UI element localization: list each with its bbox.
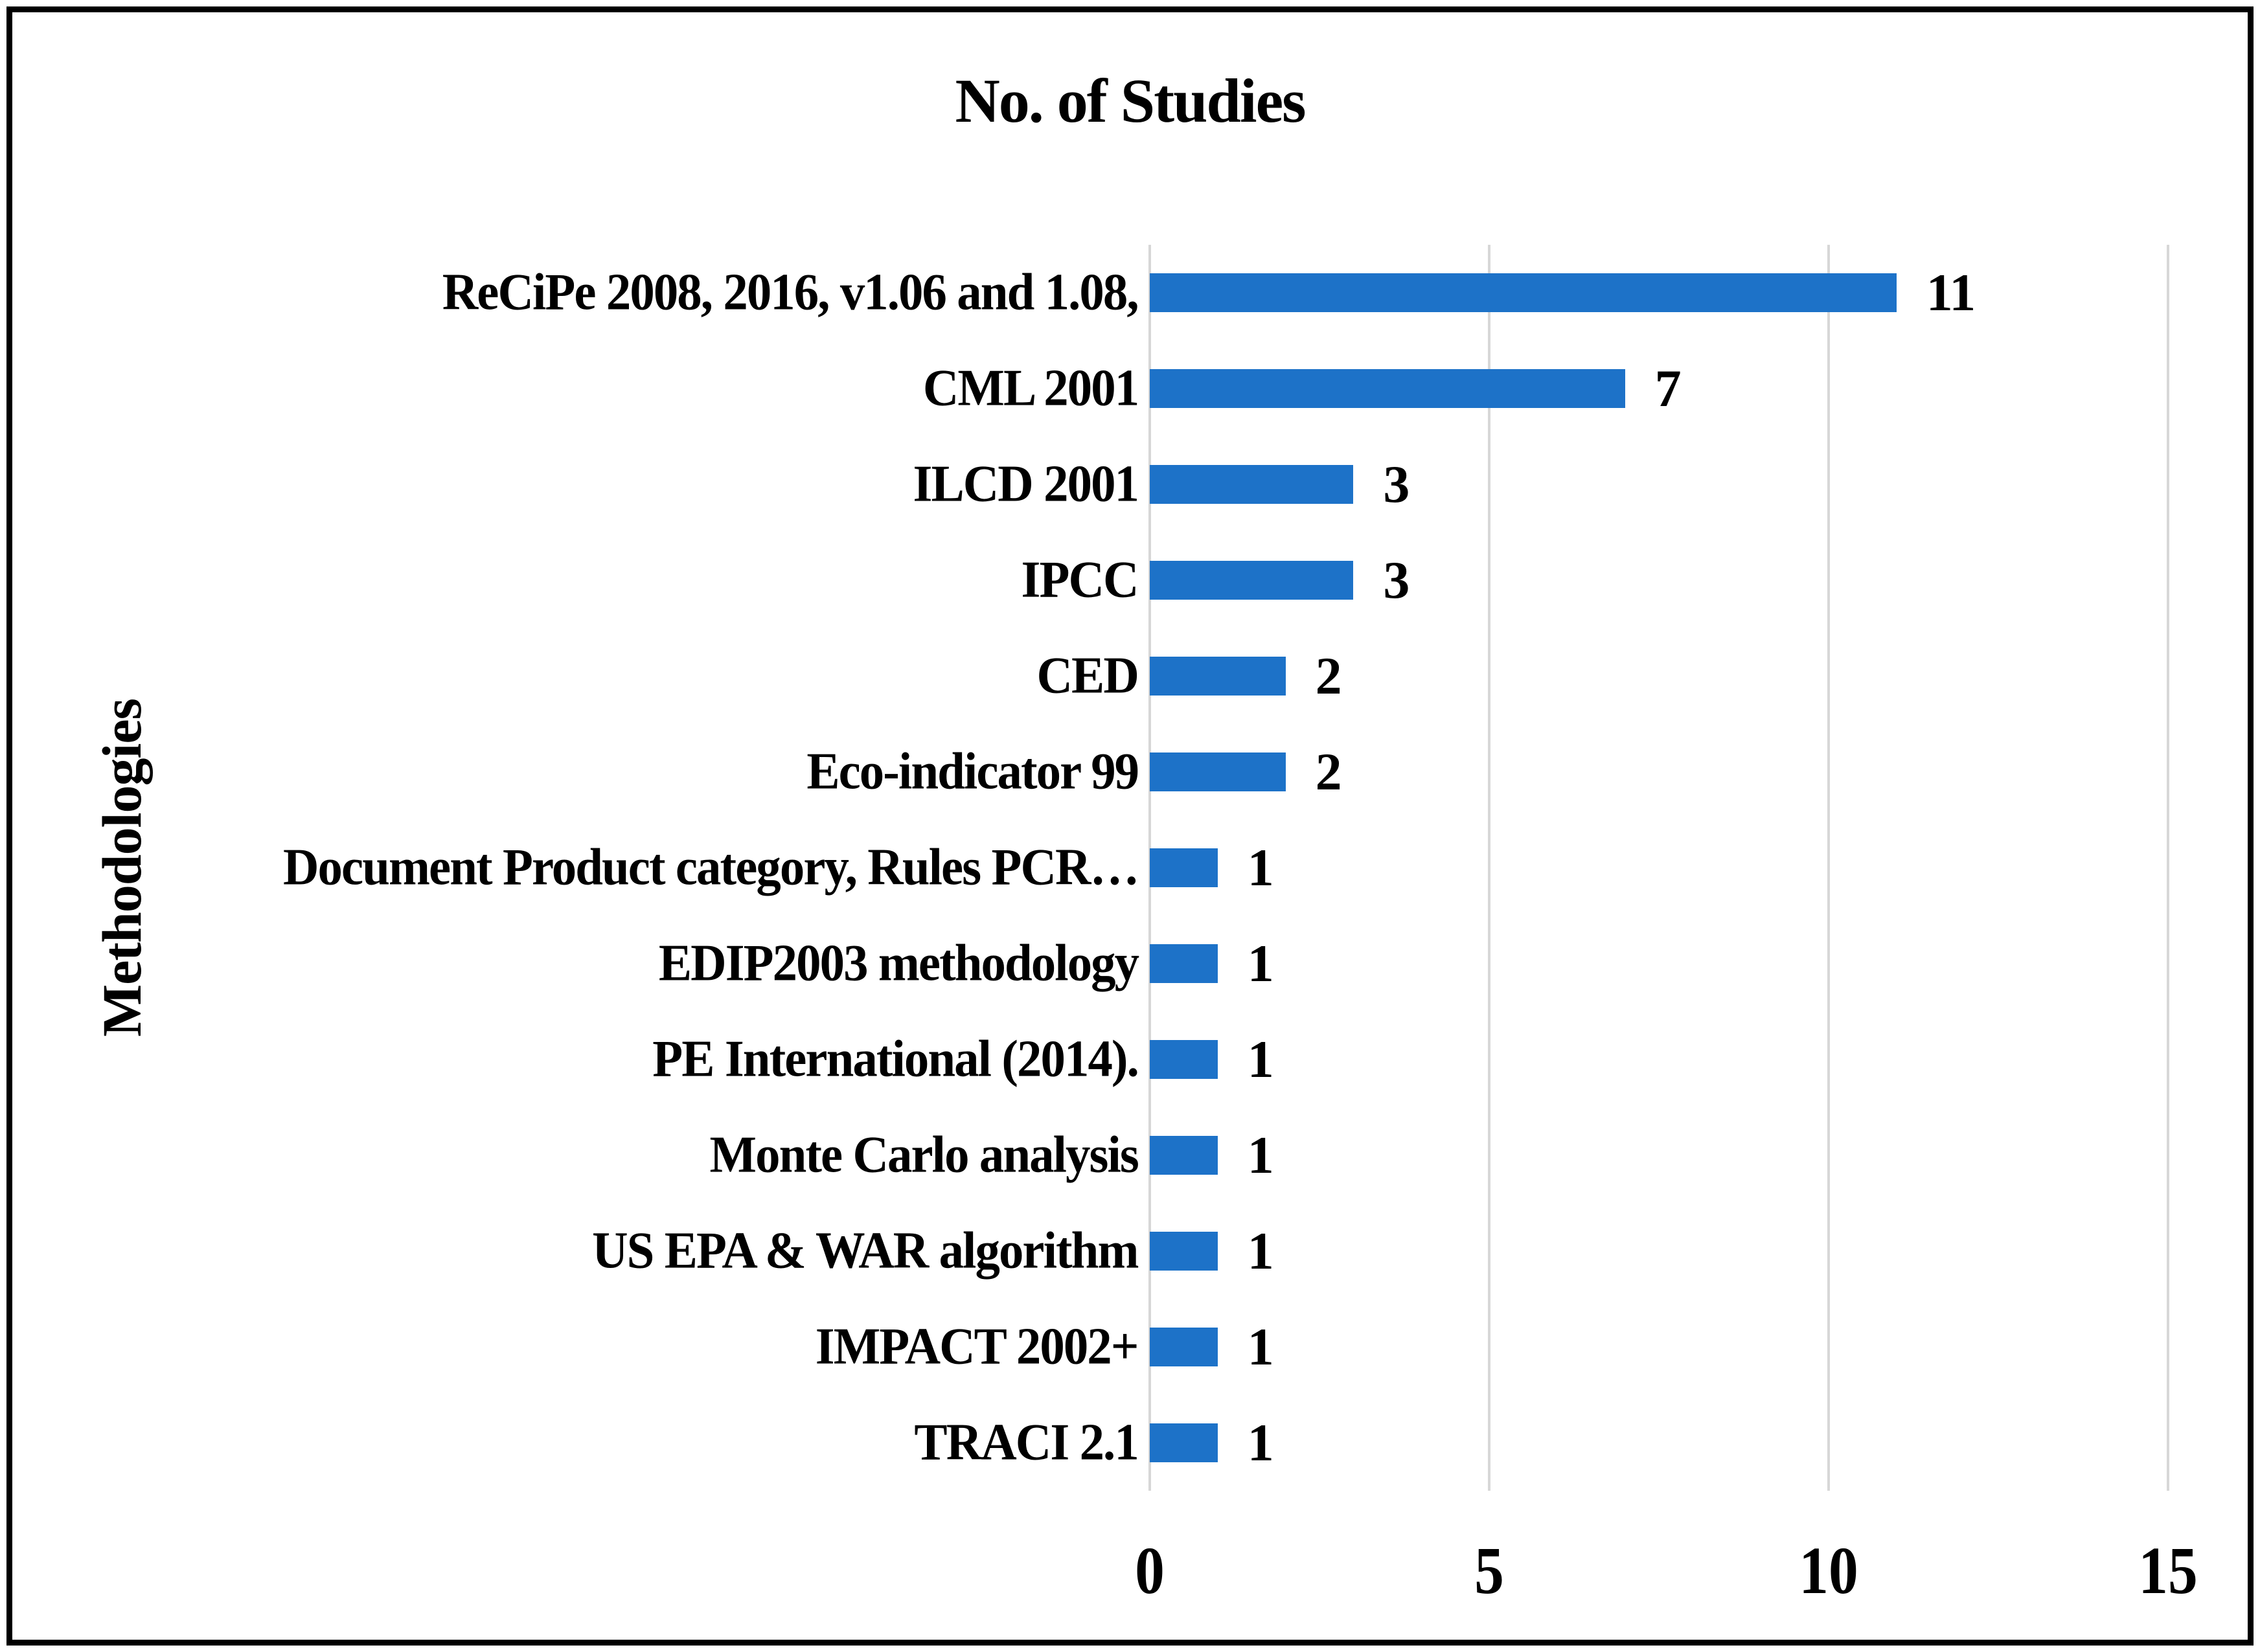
category-label: US EPA & WAR algorithm (592, 1222, 1139, 1280)
bar-row: CML 2001 7 (923, 341, 2168, 436)
bar-row: ILCD 2001 3 (913, 436, 2168, 532)
x-axis-tick-label: 10 (1799, 1533, 1858, 1608)
x-axis-tick-label: 5 (1474, 1533, 1504, 1608)
category-label: PE International (2014). (652, 1030, 1139, 1088)
category-label: Eco-indicator 99 (806, 743, 1139, 800)
bar (1150, 752, 1286, 791)
value-label: 1 (1247, 1221, 1274, 1280)
bar-row: US EPA & WAR algorithm 1 (593, 1203, 2168, 1299)
value-label: 11 (1926, 263, 1976, 322)
bar-row: IMPACT 2002+ 1 (816, 1299, 2168, 1395)
x-axis-tick-label: 15 (2138, 1533, 2198, 1608)
bar-row: Document Product category, Rules PCR… 1 (283, 820, 2168, 916)
bar (1150, 1136, 1218, 1175)
chart-title: No. of Studies (955, 66, 1306, 135)
bar (1150, 465, 1354, 504)
bar-row: ReCiPe 2008, 2016, v1.06 and 1.08, 11 (442, 245, 2168, 341)
category-label: IMPACT 2002+ (816, 1318, 1139, 1375)
bar (1150, 273, 1897, 312)
value-label: 1 (1247, 1030, 1274, 1089)
value-label: 1 (1247, 1413, 1274, 1472)
bar-row: Monte Carlo analysis 1 (710, 1107, 2168, 1203)
gridline (1487, 245, 1490, 1491)
category-label: ReCiPe 2008, 2016, v1.06 and 1.08, (442, 264, 1139, 321)
value-label: 7 (1654, 359, 1682, 418)
bar-row: TRACI 2.1 1 (915, 1395, 2168, 1491)
value-label: 3 (1383, 550, 1410, 609)
bar-row: Eco-indicator 99 2 (806, 724, 2168, 820)
bar-row: IPCC 3 (1022, 532, 2168, 628)
value-label: 1 (1247, 934, 1274, 993)
bar (1150, 1328, 1218, 1366)
category-label: Document Product category, Rules PCR… (282, 839, 1139, 896)
bar-row: EDIP2003 methodology 1 (659, 916, 2168, 1012)
bar (1150, 369, 1625, 408)
bar (1150, 657, 1286, 696)
value-label: 2 (1315, 742, 1342, 801)
bar-row: CED 2 (1037, 628, 2168, 724)
category-label: IPCC (1021, 551, 1139, 609)
bar (1150, 1423, 1218, 1462)
category-label: Monte Carlo analysis (709, 1126, 1139, 1184)
bar (1150, 1232, 1218, 1271)
y-axis-title: Methodologies (91, 698, 153, 1037)
gridline (2167, 245, 2169, 1491)
value-label: 2 (1315, 646, 1342, 705)
bar (1150, 1040, 1218, 1079)
category-label: TRACI 2.1 (914, 1414, 1139, 1471)
category-label: ILCD 2001 (913, 455, 1139, 513)
bar-row: PE International (2014). 1 (652, 1012, 2168, 1107)
value-label: 1 (1247, 838, 1274, 897)
value-label: 1 (1247, 1317, 1274, 1376)
plot-area: 0 5 10 15 ReCiPe 2008, 2016, v1.06 and 1.08,… (283, 245, 2198, 1608)
x-axis-tick-label: 0 (1135, 1533, 1165, 1608)
bar (1150, 944, 1218, 983)
category-label: EDIP2003 methodology (658, 934, 1139, 992)
category-label: CML 2001 (922, 359, 1139, 417)
value-label: 3 (1383, 455, 1410, 514)
bar (1150, 561, 1354, 600)
gridline (1827, 245, 1830, 1491)
bar (1150, 848, 1218, 887)
value-label: 1 (1247, 1126, 1274, 1184)
category-label: CED (1036, 647, 1139, 705)
